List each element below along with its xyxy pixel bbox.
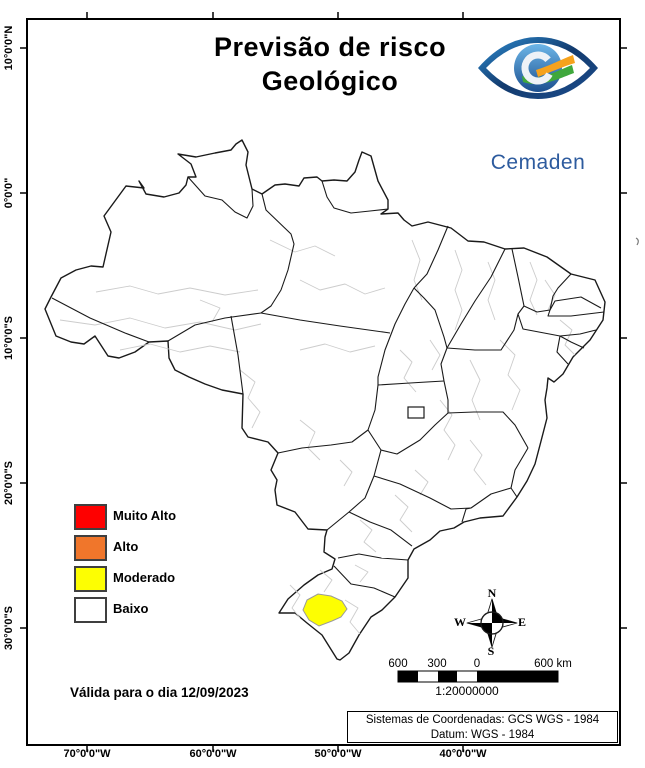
state-borders: [51, 176, 605, 598]
legend-label-alto: Alto: [113, 539, 139, 554]
compass-n-label: N: [487, 586, 497, 600]
cemaden-logo-text: Cemaden: [490, 151, 586, 174]
validity-note: Válida para o dia 12/09/2023: [70, 685, 249, 700]
title-line-2: Geológico: [261, 66, 399, 96]
lat-label-0: 0°0'0": [3, 177, 15, 209]
compass-rose-icon: [466, 598, 518, 648]
brazil-outline: [44, 139, 606, 661]
cemaden-eye-icon: [478, 37, 598, 99]
lon-label-60w: 60°0'0"W: [189, 748, 237, 760]
legend-label-baixo: Baixo: [113, 601, 149, 616]
graticule-ticks: [20, 12, 627, 752]
coordinate-system-box: Sistemas de Coordenadas: GCS WGS - 1984 …: [347, 711, 618, 743]
compass-s-label: S: [487, 644, 495, 658]
legend-label-moderado: Moderado: [113, 570, 176, 585]
compass-e-label: E: [517, 615, 526, 629]
map-frame: [26, 18, 621, 746]
legend-label-muito-alto: Muito Alto: [113, 508, 177, 523]
scale-label-0: 0: [473, 658, 481, 670]
lat-label-30s: 30°0'0"S: [3, 605, 15, 651]
distrito-federal-rect: [407, 406, 425, 419]
lon-label-70w: 70°0'0"W: [63, 748, 111, 760]
compass-w-label: W: [454, 615, 466, 629]
coords-line-1: Sistemas de Coordenadas: GCS WGS - 1984: [365, 714, 600, 726]
legend-swatch-muito-alto: [74, 504, 107, 530]
highlight-region-moderado: [302, 593, 348, 627]
scale-ratio: 1:20000000: [435, 684, 499, 698]
coords-line-2: Datum: WGS - 1984: [430, 729, 535, 741]
scale-label-300: 300: [427, 658, 447, 670]
scale-label-600-km: 600 km: [534, 658, 572, 670]
lat-label-10s: 10°0'0"S: [3, 315, 15, 361]
page-title: Previsão de risco Geológico: [160, 30, 500, 98]
municipal-borders: [59, 239, 576, 635]
island-fernando-noronha: [635, 237, 639, 246]
scale-label-600-left: 600: [388, 658, 408, 670]
scale-bar: [397, 670, 559, 683]
lon-label-50w: 50°0'0"W: [314, 748, 362, 760]
title-line-1: Previsão de risco: [213, 32, 447, 62]
lat-label-10n: 10°0'0"N: [3, 25, 15, 71]
legend-swatch-baixo: [74, 597, 107, 623]
cemaden-logo: Cemaden: [472, 32, 604, 174]
lon-label-40w: 40°0'0"W: [439, 748, 487, 760]
legend-swatch-alto: [74, 535, 107, 561]
legend-swatch-moderado: [74, 566, 107, 592]
lat-label-20s: 20°0'0"S: [3, 460, 15, 506]
